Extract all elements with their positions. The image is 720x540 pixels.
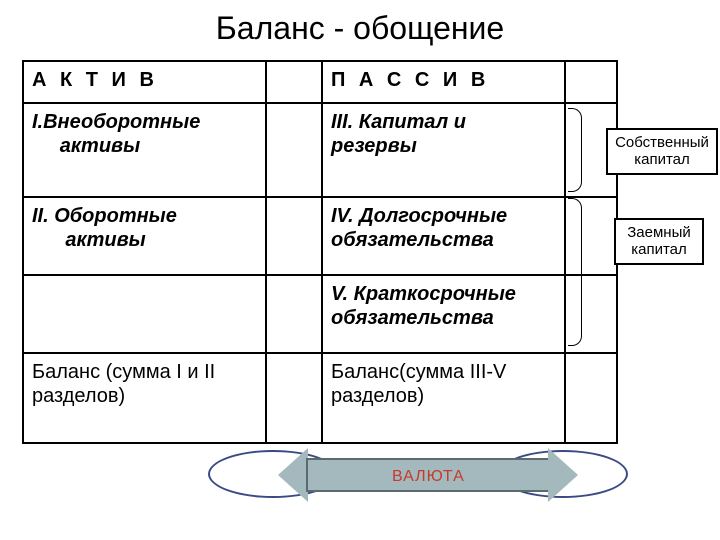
table-row: А К Т И В П А С С И В bbox=[24, 62, 618, 104]
page-title: Баланс - обощение bbox=[0, 0, 720, 55]
own-capital-label: Собственныйкапитал bbox=[606, 128, 718, 175]
empty-cell bbox=[24, 276, 267, 352]
table-row: V. Краткосрочные обязательства bbox=[24, 276, 618, 354]
spacer-cell bbox=[566, 354, 618, 442]
spacer-cell bbox=[267, 62, 323, 102]
brace-icon bbox=[568, 108, 582, 192]
spacer-cell bbox=[267, 104, 323, 196]
table-row: I.Внеоборотные активы III. Капитал и рез… bbox=[24, 104, 618, 198]
spacer-cell bbox=[267, 198, 323, 274]
spacer-cell bbox=[267, 276, 323, 352]
section-v: V. Краткосрочные обязательства bbox=[323, 276, 566, 352]
balance-table: А К Т И В П А С С И В I.Внеоборотные акт… bbox=[22, 60, 618, 444]
brace-icon bbox=[568, 198, 582, 346]
borrowed-capital-label: Заемныйкапитал bbox=[614, 218, 704, 265]
header-aktiv: А К Т И В bbox=[24, 62, 267, 102]
currency-label: ВАЛЮТА bbox=[392, 468, 465, 486]
table-row: II. Оборотные активы IV. Долгосрочные об… bbox=[24, 198, 618, 276]
section-i: I.Внеоборотные активы bbox=[24, 104, 267, 196]
section-iv: IV. Долгосрочные обязательства bbox=[323, 198, 566, 274]
section-iii: III. Капитал и резервы bbox=[323, 104, 566, 196]
table-row: Баланс (сумма I и II разделов) Баланс(су… bbox=[24, 354, 618, 444]
spacer-cell bbox=[267, 354, 323, 442]
balance-left: Баланс (сумма I и II разделов) bbox=[24, 354, 267, 442]
header-passiv: П А С С И В bbox=[323, 62, 566, 102]
section-ii: II. Оборотные активы bbox=[24, 198, 267, 274]
spacer-cell bbox=[566, 62, 618, 102]
balance-right: Баланс(сумма III-V разделов) bbox=[323, 354, 566, 442]
